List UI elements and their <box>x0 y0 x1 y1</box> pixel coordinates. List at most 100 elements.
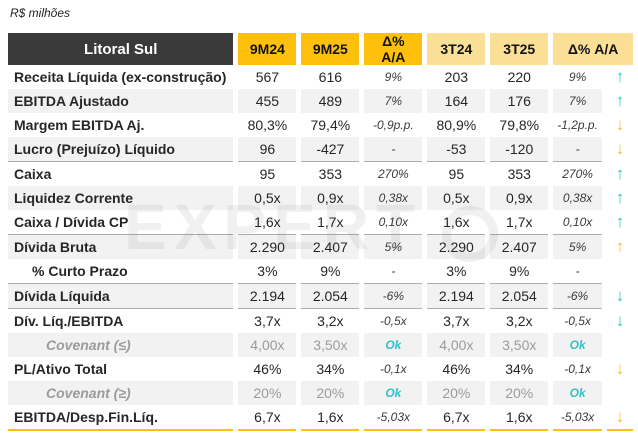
cell-value: 2.407 <box>490 234 549 259</box>
cell-value: 2.054 <box>301 283 360 308</box>
cell-delta: 0,10x <box>378 215 409 229</box>
cell-delta: 7% <box>364 89 423 113</box>
down-arrow-icon: ↓ <box>606 137 633 161</box>
down-arrow-icon: ↓ <box>606 308 633 333</box>
row-label: Dívida Bruta <box>8 234 234 259</box>
cell-value: 3,2x <box>490 308 549 333</box>
cell-delta: -1,2p.p. <box>557 118 598 132</box>
cell-value: 80,9% <box>436 117 477 133</box>
table-row-caixa: Caixa 95 353 270% 95 353 270% ↑ <box>8 161 633 186</box>
cell-value: 95 <box>427 161 486 186</box>
cell-delta: 7% <box>553 89 602 113</box>
cell-value: 1,6x <box>301 405 360 431</box>
cell-value: 220 <box>507 69 531 85</box>
cell-delta: 5% <box>364 234 423 259</box>
table-row-ebitda-desp-fin: EBITDA/Desp.Fin.Líq. 6,7x 1,6x -5,03x 6,… <box>8 405 633 431</box>
up-arrow-icon: ↑ <box>606 186 633 210</box>
cell-value: 3,50x <box>301 333 360 357</box>
row-label: Covenant (≤) <box>8 333 234 357</box>
cell-delta: -6% <box>364 283 423 308</box>
cell-value: 2.407 <box>301 234 360 259</box>
table-title: Litoral Sul <box>8 33 234 65</box>
cell-value: -53 <box>427 137 486 161</box>
cell-value: 20% <box>301 381 360 405</box>
cell-status-ok: Ok <box>553 381 602 405</box>
cell-delta: 0,10x <box>562 215 593 229</box>
up-arrow-icon: ↑ <box>606 210 633 234</box>
col-header-3t25: 3T25 <box>490 33 549 65</box>
up-arrow-icon: ↑ <box>606 161 633 186</box>
cell-status-ok: Ok <box>364 381 423 405</box>
col-header-9m25: 9M25 <box>301 33 360 65</box>
cell-value: 79,8% <box>499 117 540 133</box>
table-row-curto-prazo: % Curto Prazo 3% 9% - 3% 9% - <box>8 259 633 283</box>
cell-delta: -5,03x <box>553 405 602 431</box>
cell-value: 4,00x <box>238 333 297 357</box>
up-arrow-icon: ↑ <box>606 234 633 259</box>
cell-value: 46% <box>442 361 471 377</box>
row-label: Dívida Líquida <box>8 283 234 308</box>
row-label: Caixa / Dívida CP <box>14 213 129 230</box>
cell-value: 6,7x <box>427 405 486 431</box>
cell-value: 95 <box>238 161 297 186</box>
cell-value: 2.054 <box>490 283 549 308</box>
empty-arrow-cell <box>606 259 633 283</box>
cell-value: 46% <box>253 361 282 377</box>
cell-value: 9% <box>320 263 341 279</box>
empty-arrow-cell <box>606 381 633 405</box>
down-arrow-icon: ↓ <box>606 357 633 381</box>
cell-value: 4,00x <box>427 333 486 357</box>
cell-value: 2.290 <box>238 234 297 259</box>
cell-value: 3,7x <box>238 308 297 333</box>
table-row-ebitda-ajustado: EBITDA Ajustado 455 489 7% 164 176 7% ↑ <box>8 89 633 113</box>
row-label: Liquidez Corrente <box>8 186 234 210</box>
cell-delta: 9% <box>384 70 402 84</box>
cell-delta: - <box>553 137 602 161</box>
cell-value: 20% <box>427 381 486 405</box>
cell-delta: -5,03x <box>364 405 423 431</box>
row-label: % Curto Prazo <box>32 262 128 279</box>
down-arrow-icon: ↓ <box>606 113 633 137</box>
cell-value: 1,7x <box>317 214 344 230</box>
cell-value: -427 <box>301 137 360 161</box>
up-arrow-icon: ↑ <box>606 89 633 113</box>
cell-value: 3,2x <box>301 308 360 333</box>
cell-delta: - <box>391 264 396 278</box>
cell-value: 3% <box>257 263 278 279</box>
cell-value: 2.194 <box>238 283 297 308</box>
col-header-3t24: 3T24 <box>427 33 486 65</box>
cell-value: 3,7x <box>427 308 486 333</box>
cell-value: 203 <box>444 69 469 85</box>
row-label: PL/Ativo Total <box>14 360 108 377</box>
cell-value: 80,3% <box>247 117 288 133</box>
row-label: EBITDA Ajustado <box>8 89 234 113</box>
cell-delta: 0,38x <box>364 186 423 210</box>
table-row-covenant-max: Covenant (≤) 4,00x 3,50x Ok 4,00x 3,50x … <box>8 333 633 357</box>
row-label: Receita Líquida (ex-construção) <box>14 68 227 85</box>
cell-value: 1,6x <box>443 214 470 230</box>
row-label: Covenant (≥) <box>8 381 234 405</box>
down-arrow-icon: ↓ <box>606 283 633 308</box>
cell-value: 1,7x <box>506 214 533 230</box>
cell-delta: -0,9p.p. <box>372 118 414 132</box>
units-label: R$ milhões <box>10 6 71 20</box>
cell-value: 353 <box>490 161 549 186</box>
row-label: Lucro (Prejuízo) Líquido <box>8 137 234 161</box>
cell-value: 6,7x <box>238 405 297 431</box>
cell-value: 34% <box>316 361 345 377</box>
row-label: Margem EBITDA Aj. <box>14 116 145 133</box>
cell-value: 2.290 <box>427 234 486 259</box>
cell-value: 1,6x <box>490 405 549 431</box>
table-row-divida-bruta: Dívida Bruta 2.290 2.407 5% 2.290 2.407 … <box>8 234 633 259</box>
table-row-pl-ativo-total: PL/Ativo Total 46% 34% -0,1x 46% 34% -0,… <box>8 357 633 381</box>
cell-value: 489 <box>301 89 360 113</box>
cell-value: 0,5x <box>427 186 486 210</box>
cell-delta: 270% <box>364 161 423 186</box>
cell-value: 34% <box>505 361 534 377</box>
table-row-div-liq-ebitda: Dív. Líq./EBITDA 3,7x 3,2x -0,5x 3,7x 3,… <box>8 308 633 333</box>
cell-delta: - <box>575 264 580 278</box>
cell-value: 9% <box>509 263 530 279</box>
cell-value: 176 <box>490 89 549 113</box>
cell-value: 455 <box>238 89 297 113</box>
cell-value: 0,9x <box>490 186 549 210</box>
